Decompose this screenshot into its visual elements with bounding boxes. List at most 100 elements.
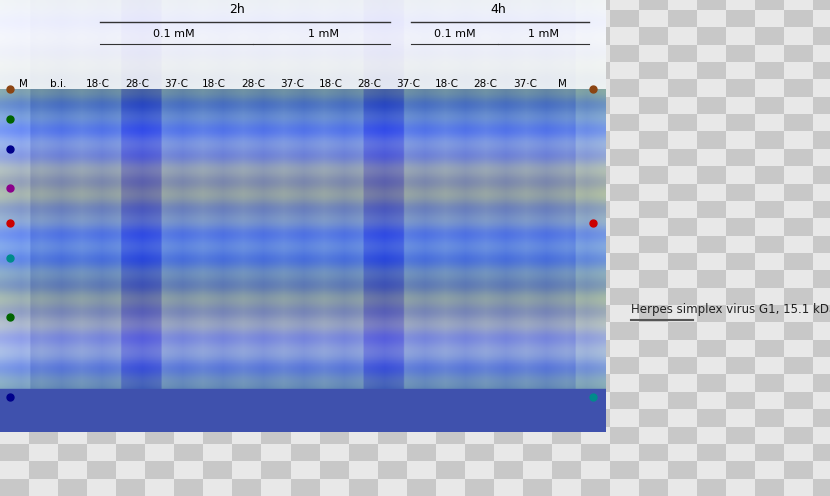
Bar bbox=[726, 0, 755, 10]
Bar bbox=[813, 166, 830, 184]
Bar bbox=[290, 322, 320, 340]
Bar bbox=[203, 392, 232, 409]
Bar bbox=[320, 0, 349, 10]
Bar bbox=[145, 236, 174, 253]
Bar bbox=[436, 374, 465, 392]
Bar bbox=[668, 461, 697, 479]
Bar bbox=[320, 218, 349, 236]
Bar bbox=[755, 79, 784, 97]
Bar bbox=[87, 114, 116, 131]
Bar bbox=[203, 0, 232, 10]
Bar bbox=[465, 79, 494, 97]
Bar bbox=[87, 236, 116, 253]
Bar bbox=[668, 253, 697, 270]
Bar bbox=[668, 10, 697, 27]
Bar bbox=[232, 427, 261, 444]
Bar bbox=[116, 427, 145, 444]
Bar bbox=[523, 374, 552, 392]
Bar bbox=[784, 357, 813, 374]
Bar bbox=[203, 166, 232, 184]
Bar bbox=[726, 392, 755, 409]
Bar bbox=[610, 322, 639, 340]
Bar bbox=[784, 288, 813, 305]
Bar bbox=[261, 114, 290, 131]
Bar bbox=[755, 166, 784, 184]
Bar bbox=[726, 461, 755, 479]
Bar bbox=[523, 166, 552, 184]
Bar bbox=[552, 79, 581, 97]
Bar bbox=[407, 374, 436, 392]
Bar bbox=[87, 149, 116, 166]
Bar bbox=[174, 357, 203, 374]
Bar bbox=[668, 288, 697, 305]
Bar bbox=[581, 461, 610, 479]
Bar bbox=[203, 114, 232, 131]
Bar bbox=[29, 27, 58, 45]
Bar bbox=[610, 45, 639, 62]
Bar bbox=[407, 253, 436, 270]
Bar bbox=[755, 479, 784, 496]
Bar bbox=[87, 374, 116, 392]
Bar bbox=[581, 114, 610, 131]
Bar bbox=[349, 409, 378, 427]
Bar bbox=[726, 184, 755, 201]
Bar bbox=[320, 409, 349, 427]
Bar bbox=[726, 201, 755, 218]
Bar bbox=[87, 340, 116, 357]
Bar bbox=[290, 288, 320, 305]
Bar bbox=[581, 305, 610, 322]
Bar bbox=[320, 236, 349, 253]
Bar bbox=[261, 236, 290, 253]
Bar bbox=[436, 0, 465, 10]
Bar bbox=[465, 218, 494, 236]
Bar bbox=[378, 236, 407, 253]
Bar bbox=[494, 288, 523, 305]
Bar bbox=[58, 201, 87, 218]
Bar bbox=[755, 62, 784, 79]
Bar bbox=[261, 97, 290, 114]
Bar bbox=[87, 131, 116, 149]
Bar bbox=[116, 10, 145, 27]
Bar bbox=[116, 149, 145, 166]
Bar bbox=[203, 305, 232, 322]
Bar bbox=[494, 218, 523, 236]
Bar bbox=[378, 0, 407, 10]
Bar bbox=[668, 114, 697, 131]
Bar bbox=[58, 409, 87, 427]
Bar bbox=[378, 288, 407, 305]
Bar bbox=[639, 131, 668, 149]
Bar bbox=[407, 392, 436, 409]
Bar bbox=[320, 461, 349, 479]
Bar bbox=[174, 97, 203, 114]
Bar bbox=[320, 340, 349, 357]
Bar bbox=[203, 340, 232, 357]
Bar bbox=[174, 27, 203, 45]
Bar bbox=[203, 427, 232, 444]
Bar bbox=[610, 427, 639, 444]
Bar bbox=[407, 270, 436, 288]
Bar bbox=[494, 131, 523, 149]
Bar bbox=[29, 392, 58, 409]
Bar bbox=[639, 236, 668, 253]
Bar bbox=[523, 0, 552, 10]
Bar bbox=[813, 444, 830, 461]
Bar bbox=[320, 131, 349, 149]
Bar bbox=[203, 374, 232, 392]
Bar bbox=[552, 45, 581, 62]
Bar bbox=[29, 149, 58, 166]
Bar bbox=[436, 409, 465, 427]
Bar bbox=[813, 461, 830, 479]
Bar bbox=[320, 427, 349, 444]
Bar bbox=[174, 288, 203, 305]
Bar bbox=[552, 253, 581, 270]
Bar bbox=[610, 253, 639, 270]
Bar bbox=[261, 374, 290, 392]
Bar bbox=[290, 461, 320, 479]
Bar bbox=[813, 409, 830, 427]
Bar bbox=[581, 270, 610, 288]
Bar bbox=[436, 10, 465, 27]
Bar bbox=[349, 184, 378, 201]
Bar bbox=[436, 444, 465, 461]
Bar bbox=[261, 427, 290, 444]
Bar bbox=[755, 0, 784, 10]
